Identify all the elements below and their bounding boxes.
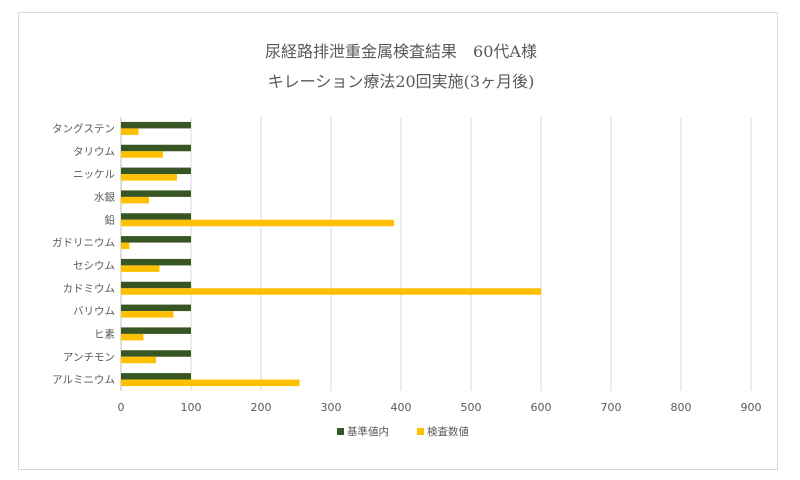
category-label: セシウム <box>73 260 115 272</box>
gridlines <box>120 117 752 391</box>
chart-title: 尿経路排泄重金属検査結果 60代A様 <box>265 42 537 61</box>
bar-baseline <box>121 373 191 380</box>
bar-measured <box>121 265 160 272</box>
legend-swatch-measured <box>417 428 424 435</box>
bar-measured <box>121 379 300 387</box>
x-tick-label: 300 <box>321 401 342 414</box>
chart-subtitle: キレーション療法20回実施(3ヶ月後) <box>268 72 535 91</box>
legend-label-measured: 検査数値 <box>427 425 469 438</box>
x-tick-label: 900 <box>741 401 762 414</box>
bar-measured <box>121 288 541 295</box>
legend: 基準値内 検査数値 <box>337 425 469 438</box>
category-label: ニッケル <box>73 169 115 181</box>
category-label: ガドリニウム <box>52 237 115 249</box>
bar-baseline <box>121 350 191 357</box>
bar-measured <box>121 242 130 250</box>
bar-measured <box>121 356 156 364</box>
bar-baseline <box>121 327 191 334</box>
bar-baseline <box>121 144 191 152</box>
x-tick-label: 800 <box>671 401 692 414</box>
category-label: ヒ素 <box>94 327 115 340</box>
x-tick-label: 0 <box>118 401 125 414</box>
x-tick-label: 600 <box>531 401 552 414</box>
bar-baseline <box>121 258 191 266</box>
category-label: タングステン <box>52 122 115 135</box>
x-tick-label: 500 <box>461 401 482 414</box>
category-label: 水銀 <box>94 190 115 203</box>
bar-measured <box>121 311 174 318</box>
category-label: タリウム <box>73 146 115 158</box>
chart-svg: 尿経路排泄重金属検査結果 60代A様 キレーション療法20回実施(3ヶ月後) タ… <box>52 42 762 438</box>
bar-baseline <box>121 304 191 312</box>
bar-baseline <box>121 213 191 220</box>
chart-frame: 尿経路排泄重金属検査結果 60代A様 キレーション療法20回実施(3ヶ月後) タ… <box>18 12 778 470</box>
bar-baseline <box>121 190 191 197</box>
x-tick-label: 700 <box>601 401 622 414</box>
bar-baseline <box>121 121 191 129</box>
x-tick-label: 100 <box>181 401 202 414</box>
category-label: 鉛 <box>105 213 116 226</box>
category-label: アンチモン <box>63 351 115 363</box>
bar-measured <box>121 151 163 158</box>
x-tick-labels: 0 100 200 300 400 500 600 700 800 900 <box>118 401 762 414</box>
x-tick-label: 200 <box>251 401 272 414</box>
legend-label-baseline: 基準値内 <box>347 425 389 438</box>
category-labels: タングステンタリウムニッケル水銀鉛ガドリニウムセシウムカドミウムバリウムヒ素アン… <box>52 122 116 386</box>
bar-baseline <box>121 167 191 175</box>
category-label: カドミウム <box>63 283 116 295</box>
bar-baseline <box>121 281 191 289</box>
legend-swatch-baseline <box>337 428 344 435</box>
category-label: バリウム <box>73 306 115 318</box>
x-tick-label: 400 <box>391 401 412 414</box>
bar-measured <box>121 333 144 341</box>
bar-measured <box>121 128 139 135</box>
bar-baseline <box>121 236 191 243</box>
bar-measured <box>121 219 394 227</box>
bars <box>121 121 541 387</box>
bar-measured <box>121 174 177 181</box>
bar-measured <box>121 196 149 204</box>
category-label: アルミニウム <box>52 374 115 386</box>
